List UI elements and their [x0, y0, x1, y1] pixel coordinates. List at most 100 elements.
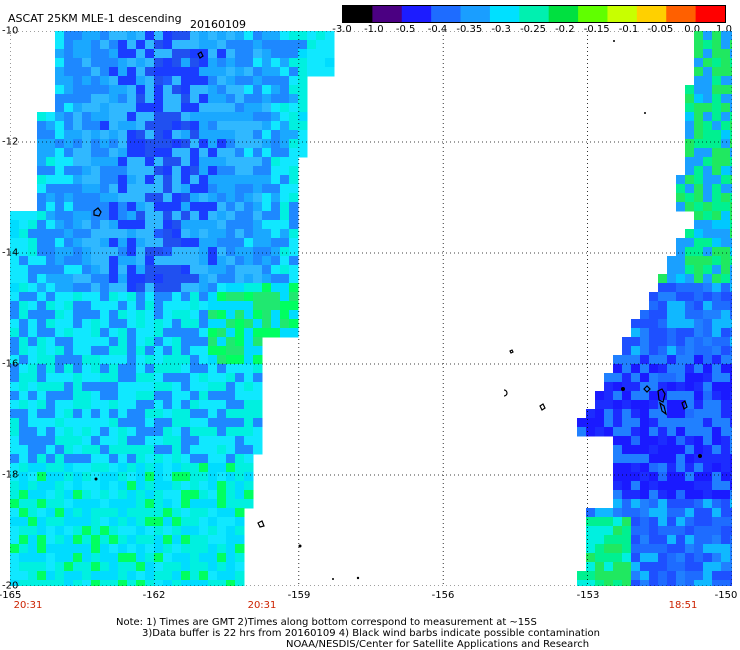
data-pixel: [91, 490, 101, 500]
data-pixel: [19, 382, 29, 392]
data-pixel: [253, 319, 263, 329]
data-pixel: [694, 454, 704, 464]
data-pixel: [136, 166, 146, 176]
data-pixel: [667, 517, 677, 527]
data-pixel: [145, 238, 155, 248]
data-pixel: [181, 148, 191, 158]
data-pixel: [712, 544, 722, 554]
data-pixel: [154, 427, 164, 437]
data-pixel: [154, 274, 164, 284]
data-pixel: [253, 121, 263, 131]
data-pixel: [694, 319, 704, 329]
data-pixel: [658, 310, 668, 320]
data-pixel: [208, 166, 218, 176]
data-pixel: [208, 445, 218, 455]
data-pixel: [667, 256, 677, 266]
data-pixel: [226, 166, 236, 176]
data-pixel: [613, 355, 623, 365]
data-pixel: [667, 499, 677, 509]
data-pixel: [28, 499, 38, 509]
data-pixel: [262, 184, 272, 194]
data-pixel: [136, 31, 146, 41]
data-pixel: [127, 391, 137, 401]
data-pixel: [172, 220, 182, 230]
data-pixel: [208, 553, 218, 563]
data-pixel: [190, 517, 200, 527]
data-pixel: [100, 535, 110, 545]
data-pixel: [100, 157, 110, 167]
data-pixel: [226, 49, 236, 59]
data-pixel: [136, 364, 146, 374]
data-pixel: [55, 409, 65, 419]
data-pixel: [28, 409, 38, 419]
data-pixel: [676, 184, 686, 194]
data-pixel: [730, 382, 732, 392]
data-pixel: [73, 535, 83, 545]
data-pixel: [649, 319, 659, 329]
data-pixel: [613, 436, 623, 446]
data-pixel: [118, 517, 128, 527]
data-pixel: [82, 85, 92, 95]
data-pixel: [190, 472, 200, 482]
data-pixel: [694, 499, 704, 509]
data-pixel: [28, 436, 38, 446]
data-pixel: [154, 121, 164, 131]
island-outline: [681, 400, 688, 410]
data-pixel: [694, 571, 704, 581]
data-pixel: [64, 454, 74, 464]
data-pixel: [271, 157, 281, 167]
data-pixel: [703, 436, 713, 446]
data-pixel: [154, 283, 164, 293]
data-pixel: [118, 373, 128, 383]
data-pixel: [235, 445, 245, 455]
data-pixel: [145, 409, 155, 419]
data-pixel: [667, 283, 677, 293]
data-pixel: [721, 553, 731, 563]
data-pixel: [271, 166, 281, 176]
data-pixel: [91, 346, 101, 356]
lon-label: -165: [0, 590, 22, 601]
data-pixel: [172, 211, 182, 221]
data-pixel: [235, 130, 245, 140]
data-pixel: [631, 346, 641, 356]
data-pixel: [676, 445, 686, 455]
data-pixel: [73, 571, 83, 581]
data-pixel: [91, 202, 101, 212]
data-pixel: [145, 292, 155, 302]
data-pixel: [181, 508, 191, 518]
data-pixel: [190, 409, 200, 419]
data-pixel: [631, 391, 641, 401]
data-pixel: [127, 58, 137, 68]
data-pixel: [730, 445, 732, 455]
data-pixel: [226, 121, 236, 131]
data-pixel: [136, 148, 146, 158]
data-pixel: [154, 553, 164, 563]
data-pixel: [685, 310, 695, 320]
data-pixel: [10, 364, 20, 374]
data-pixel: [91, 40, 101, 50]
data-pixel: [10, 319, 20, 329]
data-pixel: [676, 409, 686, 419]
swath-west: [10, 31, 335, 586]
data-pixel: [685, 292, 695, 302]
data-pixel: [55, 373, 65, 383]
data-pixel: [235, 562, 245, 572]
data-pixel: [262, 220, 272, 230]
data-pixel: [55, 427, 65, 437]
data-pixel: [640, 319, 650, 329]
data-pixel: [235, 193, 245, 203]
data-pixel: [46, 256, 56, 266]
data-pixel: [100, 274, 110, 284]
data-pixel: [658, 562, 668, 572]
data-pixel: [172, 499, 182, 509]
data-pixel: [100, 292, 110, 302]
data-pixel: [631, 454, 641, 464]
data-pixel: [28, 472, 38, 482]
data-pixel: [55, 184, 65, 194]
data-pixel: [613, 472, 623, 482]
data-pixel: [181, 571, 191, 581]
data-pixel: [685, 193, 695, 203]
data-pixel: [37, 292, 47, 302]
data-pixel: [28, 247, 38, 257]
data-pixel: [82, 364, 92, 374]
